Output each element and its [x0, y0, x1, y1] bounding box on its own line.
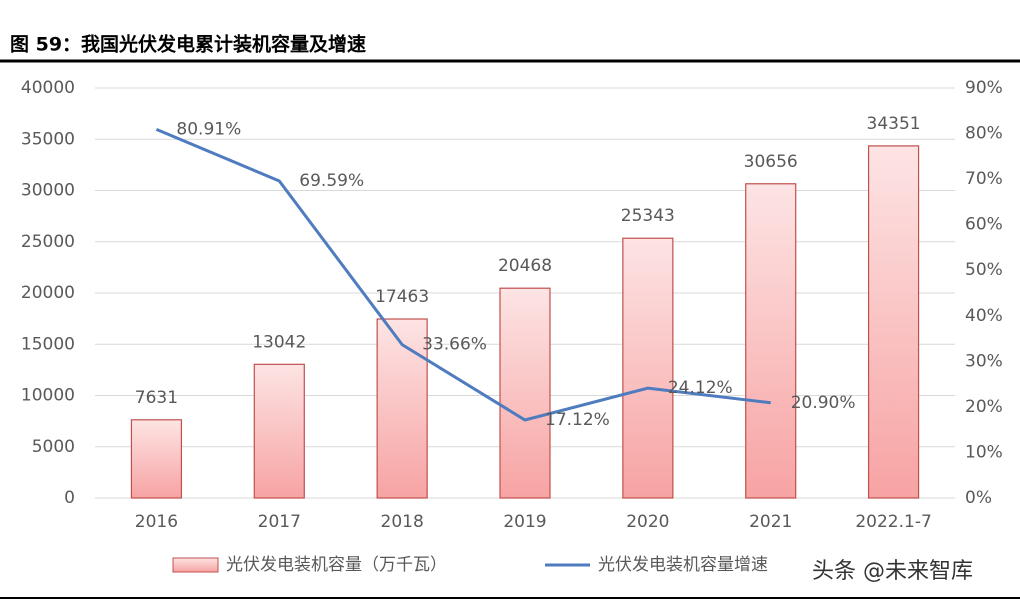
bar [622, 237, 674, 499]
bar-label: 30656 [744, 152, 798, 172]
line-label: 33.66% [422, 335, 487, 355]
y2-tick-label: 40% [965, 306, 1003, 326]
y2-tick-label: 0% [965, 488, 992, 508]
legend-label: 光伏发电装机容量增速 [598, 555, 768, 575]
x-tick-label: 2022.1-7 [855, 512, 931, 532]
y-tick-label: 30000 [21, 181, 75, 201]
plot: 0 5000 10000 15000 20000 25000 30000 35000 40000… [21, 78, 1003, 575]
line-label: 80.91% [176, 119, 241, 139]
y2-tick-label: 90% [965, 78, 1003, 98]
line-label: 69.59% [299, 171, 364, 191]
y2-tick-label: 50% [965, 260, 1003, 280]
y-tick-label: 25000 [21, 232, 75, 252]
y2-tick-label: 30% [965, 351, 1003, 371]
bar [745, 183, 797, 499]
x-tick-label: 2020 [626, 512, 669, 532]
bar-label: 20468 [498, 256, 552, 276]
line-label: 17.12% [545, 410, 610, 430]
bar-label: 17463 [375, 287, 429, 307]
line-label: 20.90% [791, 393, 856, 413]
y2-tick-label: 80% [965, 124, 1003, 144]
y2-tick-label: 10% [965, 442, 1003, 462]
y-tick-label: 40000 [21, 78, 75, 98]
y-tick-label: 10000 [21, 386, 75, 406]
y-tick-label: 0 [64, 488, 75, 508]
bar [867, 145, 920, 499]
bar [499, 287, 551, 499]
x-tick-label: 2016 [135, 512, 178, 532]
line-label: 24.12% [668, 378, 733, 398]
bar [130, 419, 183, 499]
bar-label: 34351 [867, 114, 921, 134]
y-tick-label: 35000 [21, 129, 75, 149]
bar [253, 363, 305, 499]
x-tick-label: 2018 [381, 512, 424, 532]
bar [376, 318, 428, 499]
watermark: 头条 @未来智库 [812, 559, 973, 584]
x-tick-label: 2019 [503, 512, 546, 532]
line [155, 128, 771, 422]
x-tick-label: 2017 [258, 512, 301, 532]
bar-label: 7631 [135, 388, 178, 408]
chart-title: 图 59：我国光伏发电累计装机容量及增速 [10, 33, 366, 56]
y2-tick-label: 70% [965, 169, 1003, 189]
y-tick-label: 5000 [32, 437, 75, 457]
legend-label: 光伏发电装机容量（万千瓦） [226, 555, 447, 575]
bar-label: 25343 [621, 206, 675, 226]
legend-swatch [172, 557, 219, 573]
x-tick-label: 2021 [749, 512, 792, 532]
bar-label: 13042 [252, 332, 306, 352]
y2-tick-label: 20% [965, 397, 1003, 417]
y-tick-label: 15000 [21, 334, 75, 354]
y2-tick-label: 60% [965, 215, 1003, 235]
y-tick-label: 20000 [21, 283, 75, 303]
